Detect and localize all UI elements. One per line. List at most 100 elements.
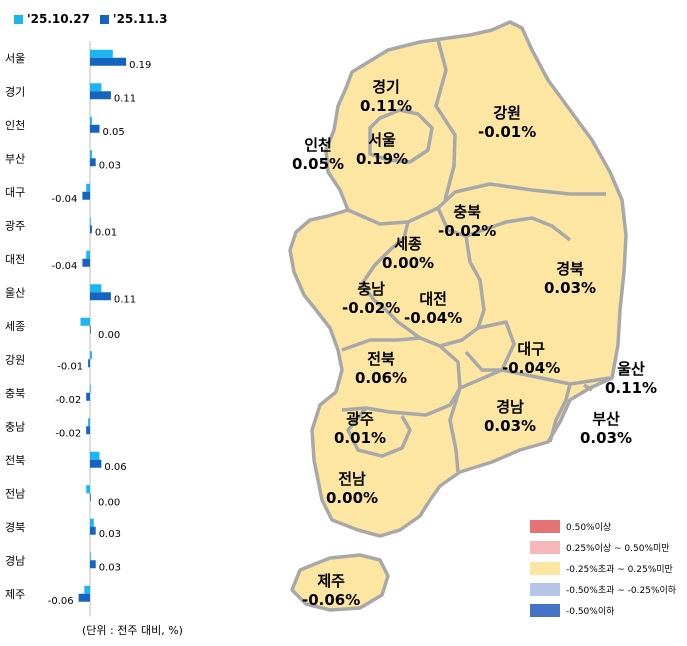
bar-series-1 (90, 552, 91, 561)
map-region-value-ulsan: 0.11% (605, 379, 658, 397)
data-label: 0.11 (114, 294, 136, 305)
bar-series-1 (86, 485, 90, 494)
category-label: 전북 (5, 454, 25, 467)
map-region-value-gyeonggi: 0.11% (360, 97, 413, 115)
bar-series-2 (90, 57, 127, 66)
bar-series-2 (90, 493, 91, 502)
map-region-borders (341, 39, 611, 473)
bar-series-1 (84, 585, 90, 594)
range-legend: 0.50%이상 0.25%이상 ~ 0.50%미만 -0.25%초과 ~ 0.2… (530, 518, 676, 623)
map-region-name-jeonbuk: 전북 (367, 350, 395, 368)
map-label-incheon: 인천 0.05% (292, 136, 344, 174)
map-region-name-gyeongnam: 경남 (496, 398, 524, 416)
range-swatch (530, 582, 560, 596)
bar-series-1 (80, 317, 90, 326)
legend-label-series-1: '25.10.27 (27, 12, 90, 26)
map-label-gyeongbuk: 경북 0.03% (544, 260, 596, 298)
bar-series-2 (90, 526, 96, 535)
bar-series-2 (90, 124, 100, 133)
map-region-name-busan: 부산 (592, 410, 620, 428)
map-label-gwangju: 광주 0.01% (334, 410, 386, 448)
map-region-name-chungnam: 충남 (357, 280, 385, 298)
data-label: 0.06 (104, 462, 126, 473)
category-label: 강원 (5, 353, 25, 366)
map-region-value-seoul: 0.19% (356, 150, 409, 168)
map-label-daejeon: 대전 -0.04% (404, 290, 462, 328)
bar-series-2 (90, 560, 96, 569)
category-label: 경남 (5, 554, 25, 567)
bar-series-2 (90, 225, 92, 234)
bar-series-1 (90, 83, 102, 92)
map-region-value-gangwon: -0.01% (478, 123, 537, 141)
bar-series-2 (86, 426, 90, 435)
legend-swatch-series-2 (99, 15, 109, 24)
map-region-name-chungbuk: 충북 (453, 203, 481, 221)
category-label: 충남 (5, 420, 25, 433)
data-label: 0.03 (99, 529, 121, 540)
map-region-name-seoul: 서울 (368, 131, 396, 149)
category-label: 제주 (5, 588, 25, 601)
category-label: 충북 (5, 387, 25, 400)
range-swatch (530, 603, 560, 617)
map-region-value-jeonbuk: 0.06% (355, 369, 408, 387)
data-label: -0.04 (52, 261, 78, 272)
map-region-name-incheon: 인천 (304, 136, 332, 154)
map-region-name-daejeon: 대전 (419, 290, 447, 308)
map-region-name-gwangju: 광주 (346, 410, 374, 428)
bar-series-1 (90, 116, 92, 125)
map-region-value-jeonnam: 0.00% (326, 489, 379, 507)
map-label-gyeonggi: 경기 0.11% (360, 78, 412, 116)
bar-series-2 (82, 191, 90, 200)
bar-series-2 (86, 392, 90, 401)
category-label: 인천 (5, 118, 25, 132)
legend-item-series-1: '25.10.27 (14, 12, 90, 26)
map-region-name-daegu: 대구 (517, 340, 545, 358)
bar-series-1 (90, 284, 102, 293)
data-label: -0.02 (55, 428, 81, 439)
map-region-value-daejeon: -0.04% (404, 309, 463, 327)
map-outline-jeju (290, 553, 390, 612)
map-label-chungnam: 충남 -0.02% (342, 280, 400, 318)
map-label-jeonbuk: 전북 0.06% (355, 350, 407, 388)
bar-series-1 (90, 384, 91, 393)
map-outline-mainland (288, 20, 628, 538)
bar-series-1 (90, 150, 92, 159)
map-region-value-sejong: 0.00% (382, 254, 435, 272)
weekly-change-bar-chart: 서울 0.19 경기 0.11 인천 0.05 부산 0.03 대구 -0.04 광주 0.01 대전 -… (5, 41, 151, 617)
map-region-name-jeonnam: 전남 (338, 470, 366, 488)
map-label-chungbuk: 충북 -0.02% (438, 203, 496, 241)
bar-series-1 (90, 351, 92, 360)
range-legend-item: -0.25%초과 ~ 0.25%미만 (530, 560, 676, 576)
range-swatch (530, 540, 560, 554)
bar-series-2 (90, 158, 96, 167)
unit-note: (단위 : 전주 대비, %) (82, 624, 183, 637)
range-swatch (530, 561, 560, 575)
range-legend-item: 0.25%이상 ~ 0.50%미만 (530, 539, 676, 555)
map-region-name-sejong: 세종 (394, 235, 422, 253)
bar-series-2 (90, 292, 111, 301)
map-label-busan: 부산 0.03% (580, 410, 632, 448)
range-legend-item: -0.50%이하 (530, 602, 676, 618)
legend-item-series-2: '25.11.3 (99, 12, 167, 26)
data-label: -0.04 (52, 194, 78, 205)
category-label: 경북 (5, 521, 25, 534)
map-label-ulsan: 울산 0.11% (605, 360, 657, 398)
category-label: 서울 (5, 52, 25, 65)
data-label: 0.19 (129, 60, 151, 71)
bar-series-2 (88, 359, 90, 368)
bar-series-1 (90, 451, 100, 460)
data-label: 0.11 (114, 93, 136, 104)
range-label: -0.50%이하 (566, 606, 615, 617)
map-region-value-gyeongnam: 0.03% (484, 417, 537, 435)
map-label-seoul: 서울 0.19% (356, 131, 408, 169)
bar-series-1 (90, 518, 94, 527)
map-region-value-busan: 0.03% (580, 429, 633, 447)
category-label: 대전 (5, 253, 25, 266)
data-label: 0.00 (98, 330, 120, 341)
legend-swatch-series-1 (14, 15, 23, 24)
map-region-value-daegu: -0.04% (502, 359, 561, 377)
map-region-name-ulsan: 울산 (617, 360, 645, 378)
map-region-value-jeju: -0.06% (302, 591, 361, 609)
data-label: -0.06 (48, 596, 74, 607)
korea-map (288, 20, 628, 612)
